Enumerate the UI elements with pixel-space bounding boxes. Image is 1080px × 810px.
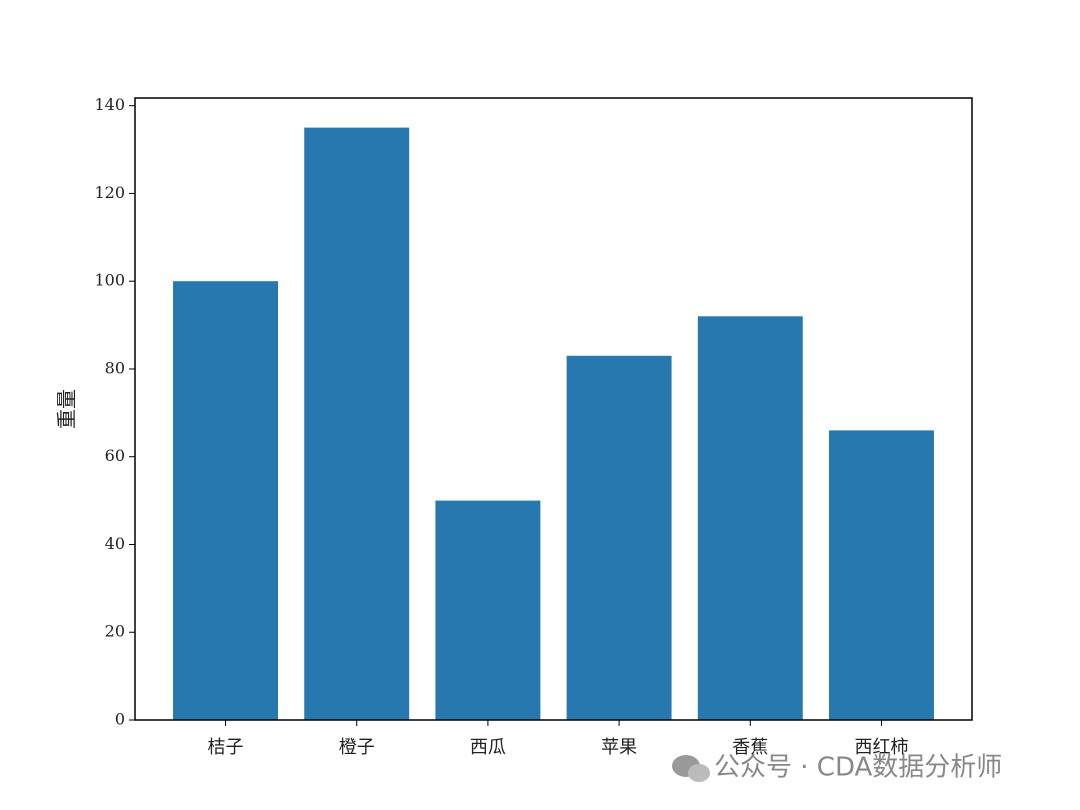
y-axis-label: 重量 [55, 389, 79, 429]
y-tick-label: 60 [105, 446, 125, 465]
x-tick-label: 橙子 [339, 737, 375, 758]
bar [829, 430, 934, 720]
bar [566, 355, 672, 720]
plot-frame [134, 97, 973, 721]
y-tick-label: 40 [105, 534, 125, 553]
y-tick-label: 0 [115, 710, 125, 729]
x-tick-label: 西红柿 [854, 737, 908, 758]
y-tick-label: 20 [105, 622, 125, 641]
bar [304, 127, 410, 721]
x-tick-label: 香蕉 [732, 737, 768, 758]
bar [173, 281, 278, 720]
y-tick-label: 100 [94, 271, 125, 290]
y-tick-label: 80 [105, 358, 125, 377]
watermark: 公众号 · CDA数据分析师 [714, 753, 1002, 783]
y-tick-label: 120 [94, 183, 125, 202]
y-tick-label: 140 [94, 95, 125, 114]
watermark-icon [672, 755, 710, 782]
x-tick-label: 桔子 [208, 737, 244, 758]
x-tick-label: 西瓜 [470, 737, 506, 758]
bar [697, 316, 803, 720]
bar [435, 500, 541, 720]
x-tick-label: 苹果 [601, 737, 637, 758]
